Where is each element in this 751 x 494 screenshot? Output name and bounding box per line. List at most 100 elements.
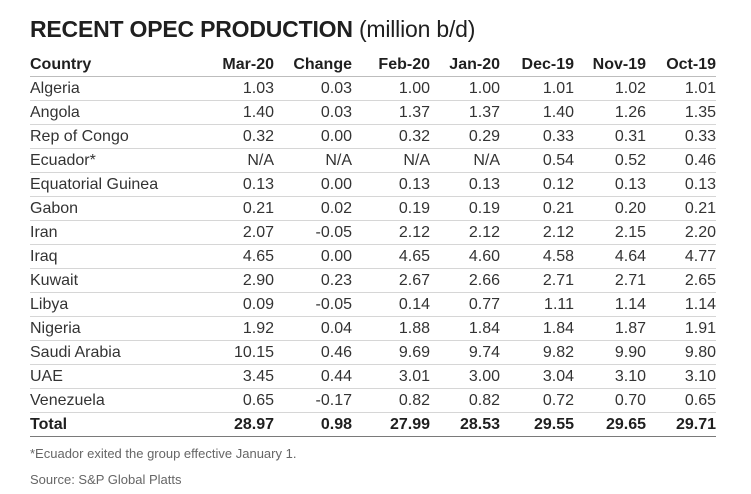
table-row: Angola 1.40 0.03 1.37 1.37 1.40 1.26 1.35 <box>30 100 716 125</box>
table-row: Libya 0.09 -0.05 0.14 0.77 1.11 1.14 1.14 <box>30 292 716 317</box>
value-cell: 9.90 <box>576 340 648 365</box>
value-cell: 1.35 <box>648 100 716 125</box>
value-cell: 4.58 <box>502 244 576 269</box>
value-cell: -0.05 <box>276 220 354 245</box>
value-cell: 2.20 <box>648 220 716 245</box>
value-cell: 0.33 <box>502 124 576 149</box>
country-cell: Gabon <box>30 196 198 221</box>
value-cell: 1.14 <box>576 292 648 317</box>
table-body: Algeria 1.03 0.03 1.00 1.00 1.01 1.02 1.01 Angol… <box>30 76 716 437</box>
country-cell: Algeria <box>30 76 198 101</box>
value-cell: 0.19 <box>354 196 432 221</box>
value-cell: 0.32 <box>198 124 276 149</box>
value-cell: 0.03 <box>276 76 354 101</box>
value-cell: 0.13 <box>432 172 502 197</box>
value-cell: 0.00 <box>276 244 354 269</box>
value-cell: 1.37 <box>354 100 432 125</box>
value-cell: 0.33 <box>648 124 716 149</box>
value-cell: 1.40 <box>198 100 276 125</box>
value-cell: 4.77 <box>648 244 716 269</box>
value-cell: 29.65 <box>576 412 648 437</box>
table-row: Rep of Congo 0.32 0.00 0.32 0.29 0.33 0.31 0.33 <box>30 124 716 149</box>
value-cell: 0.72 <box>502 388 576 413</box>
value-cell: 0.04 <box>276 316 354 341</box>
value-cell: 0.77 <box>432 292 502 317</box>
column-header-dec-19: Dec-19 <box>502 54 576 77</box>
value-cell: 0.12 <box>502 172 576 197</box>
table-row: Equatorial Guinea 0.13 0.00 0.13 0.13 0.12 0.1… <box>30 172 716 197</box>
value-cell: 2.90 <box>198 268 276 293</box>
value-cell: 1.00 <box>432 76 502 101</box>
value-cell: 9.82 <box>502 340 576 365</box>
table-row: Iran 2.07 -0.05 2.12 2.12 2.12 2.15 2.20 <box>30 220 716 245</box>
value-cell: 2.67 <box>354 268 432 293</box>
title-unit: (million b/d) <box>358 16 476 42</box>
value-cell: 0.13 <box>354 172 432 197</box>
value-cell: -0.05 <box>276 292 354 317</box>
value-cell: 4.65 <box>198 244 276 269</box>
value-cell: 9.80 <box>648 340 716 365</box>
value-cell: 0.03 <box>276 100 354 125</box>
country-cell: Equatorial Guinea <box>30 172 198 197</box>
country-cell: Rep of Congo <box>30 124 198 149</box>
value-cell: 0.21 <box>502 196 576 221</box>
value-cell: 4.65 <box>354 244 432 269</box>
value-cell: 0.46 <box>648 148 716 173</box>
value-cell: 0.65 <box>198 388 276 413</box>
column-header-nov-19: Nov-19 <box>576 54 648 77</box>
value-cell: 0.52 <box>576 148 648 173</box>
value-cell: 3.01 <box>354 364 432 389</box>
value-cell: 2.12 <box>502 220 576 245</box>
value-cell: 0.00 <box>276 172 354 197</box>
value-cell: 10.15 <box>198 340 276 365</box>
value-cell: 1.92 <box>198 316 276 341</box>
value-cell: 0.65 <box>648 388 716 413</box>
value-cell: 1.00 <box>354 76 432 101</box>
value-cell: 1.01 <box>502 76 576 101</box>
value-cell: 3.04 <box>502 364 576 389</box>
value-cell: 9.74 <box>432 340 502 365</box>
value-cell: 0.54 <box>502 148 576 173</box>
value-cell: 0.44 <box>276 364 354 389</box>
value-cell: N/A <box>354 148 432 173</box>
country-cell: Saudi Arabia <box>30 340 198 365</box>
value-cell: 0.14 <box>354 292 432 317</box>
title-text: RECENT OPEC PRODUCTION <box>30 16 353 42</box>
value-cell: 0.70 <box>576 388 648 413</box>
country-cell: Total <box>30 412 198 437</box>
value-cell: 0.98 <box>276 412 354 437</box>
table-row: Nigeria 1.92 0.04 1.88 1.84 1.84 1.87 1.91 <box>30 316 716 341</box>
value-cell: 2.12 <box>354 220 432 245</box>
country-cell: Venezuela <box>30 388 198 413</box>
table-row: UAE 3.45 0.44 3.01 3.00 3.04 3.10 3.10 <box>30 364 716 389</box>
source-credit: Source: S&P Global Platts <box>30 472 182 487</box>
value-cell: 1.40 <box>502 100 576 125</box>
country-cell: Iraq <box>30 244 198 269</box>
value-cell: 0.13 <box>648 172 716 197</box>
column-header-feb-20: Feb-20 <box>354 54 432 77</box>
value-cell: 0.21 <box>198 196 276 221</box>
column-header-jan-20: Jan-20 <box>432 54 502 77</box>
value-cell: 3.10 <box>576 364 648 389</box>
country-cell: UAE <box>30 364 198 389</box>
value-cell: 2.12 <box>432 220 502 245</box>
value-cell: 0.02 <box>276 196 354 221</box>
table-row: Venezuela 0.65 -0.17 0.82 0.82 0.72 0.70 0.65 <box>30 388 716 413</box>
value-cell: 1.88 <box>354 316 432 341</box>
country-cell: Libya <box>30 292 198 317</box>
value-cell: 0.82 <box>432 388 502 413</box>
value-cell: 2.66 <box>432 268 502 293</box>
value-cell: 1.37 <box>432 100 502 125</box>
table-row: Kuwait 2.90 0.23 2.67 2.66 2.71 2.71 2.65 <box>30 268 716 293</box>
column-header-change: Change <box>276 54 354 77</box>
value-cell: 1.11 <box>502 292 576 317</box>
value-cell: 28.97 <box>198 412 276 437</box>
value-cell: 9.69 <box>354 340 432 365</box>
footnote: *Ecuador exited the group effective Janu… <box>30 446 297 461</box>
value-cell: 1.03 <box>198 76 276 101</box>
value-cell: 1.02 <box>576 76 648 101</box>
table-row: Ecuador* N/A N/A N/A N/A 0.54 0.52 0.46 <box>30 148 716 173</box>
country-cell: Ecuador* <box>30 148 198 173</box>
country-cell: Kuwait <box>30 268 198 293</box>
value-cell: 2.71 <box>576 268 648 293</box>
